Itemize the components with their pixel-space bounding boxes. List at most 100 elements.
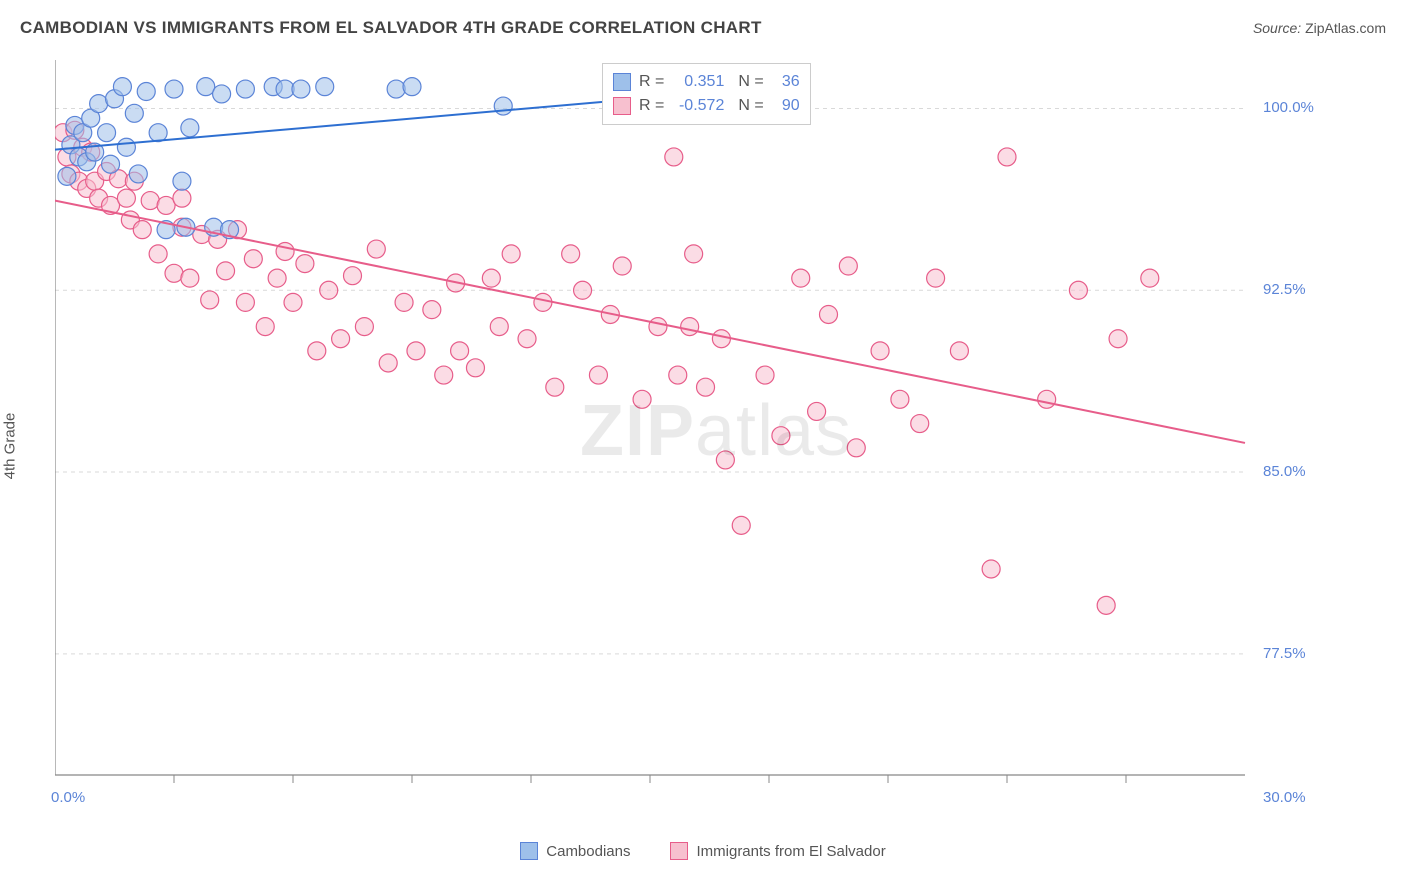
data-point (165, 80, 183, 98)
stat-n-label: N = (738, 70, 763, 94)
data-point (125, 104, 143, 122)
stat-n-label: N = (738, 94, 763, 118)
data-point (998, 148, 1016, 166)
data-point (1069, 281, 1087, 299)
data-point (407, 342, 425, 360)
data-point (316, 78, 334, 96)
data-point (494, 97, 512, 115)
data-point (181, 119, 199, 137)
data-point (284, 293, 302, 311)
data-point (217, 262, 235, 280)
data-point (58, 167, 76, 185)
data-point (871, 342, 889, 360)
data-point (772, 427, 790, 445)
y-tick-label: 85.0% (1263, 463, 1306, 480)
stats-row: R =0.351N =36 (613, 70, 800, 94)
data-point (113, 78, 131, 96)
data-point (117, 189, 135, 207)
data-point (697, 378, 715, 396)
data-point (681, 318, 699, 336)
data-point (320, 281, 338, 299)
data-point (379, 354, 397, 372)
data-point (518, 330, 536, 348)
series-swatch (613, 97, 631, 115)
y-tick-label: 77.5% (1263, 645, 1306, 662)
data-point (133, 221, 151, 239)
data-point (589, 366, 607, 384)
data-point (808, 402, 826, 420)
data-point (649, 318, 667, 336)
stat-n-value: 36 (772, 70, 800, 94)
data-point (1038, 390, 1056, 408)
data-point (1109, 330, 1127, 348)
data-point (395, 293, 413, 311)
data-point (332, 330, 350, 348)
data-point (173, 172, 191, 190)
data-point (847, 439, 865, 457)
y-tick-label: 100.0% (1263, 99, 1314, 116)
data-point (308, 342, 326, 360)
data-point (716, 451, 734, 469)
stats-row: R =-0.572N =90 (613, 94, 800, 118)
data-point (292, 80, 310, 98)
y-tick-label: 92.5% (1263, 281, 1306, 298)
data-point (403, 78, 421, 96)
scatter-plot: R =0.351N =36R =-0.572N =90 ZIPatlas 100… (55, 60, 1335, 805)
data-point (387, 80, 405, 98)
data-point (712, 330, 730, 348)
data-point (165, 264, 183, 282)
data-point (732, 516, 750, 534)
data-point (137, 83, 155, 101)
data-point (149, 245, 167, 263)
legend-label: Immigrants from El Salvador (696, 843, 885, 860)
data-point (490, 318, 508, 336)
source-attribution: Source: ZipAtlas.com (1253, 20, 1386, 36)
data-point (685, 245, 703, 263)
data-point (256, 318, 274, 336)
data-point (117, 138, 135, 156)
data-point (173, 189, 191, 207)
data-point (236, 293, 254, 311)
data-point (756, 366, 774, 384)
x-min-label: 0.0% (51, 789, 85, 806)
legend-swatch (670, 842, 688, 860)
stat-n-value: 90 (772, 94, 800, 118)
data-point (197, 78, 215, 96)
data-point (574, 281, 592, 299)
plot-svg (55, 60, 1335, 805)
trend-line (55, 201, 1245, 443)
data-point (820, 305, 838, 323)
data-point (792, 269, 810, 287)
data-point (181, 269, 199, 287)
data-point (367, 240, 385, 258)
data-point (451, 342, 469, 360)
stat-r-label: R = (639, 70, 664, 94)
data-point (534, 293, 552, 311)
data-point (482, 269, 500, 287)
data-point (157, 196, 175, 214)
data-point (669, 366, 687, 384)
data-point (891, 390, 909, 408)
data-point (502, 245, 520, 263)
data-point (423, 301, 441, 319)
legend-item: Immigrants from El Salvador (670, 842, 885, 860)
x-max-label: 30.0% (1263, 789, 1306, 806)
data-point (90, 95, 108, 113)
data-point (344, 267, 362, 285)
data-point (665, 148, 683, 166)
data-point (355, 318, 373, 336)
data-point (141, 192, 159, 210)
data-point (950, 342, 968, 360)
data-point (98, 124, 116, 142)
data-point (296, 255, 314, 273)
data-point (546, 378, 564, 396)
correlation-stats-box: R =0.351N =36R =-0.572N =90 (602, 63, 811, 125)
data-point (1141, 269, 1159, 287)
data-point (633, 390, 651, 408)
stat-r-label: R = (639, 94, 664, 118)
legend-label: Cambodians (546, 843, 630, 860)
data-point (466, 359, 484, 377)
data-point (213, 85, 231, 103)
bottom-legend: Cambodians Immigrants from El Salvador (0, 842, 1406, 860)
data-point (1097, 596, 1115, 614)
